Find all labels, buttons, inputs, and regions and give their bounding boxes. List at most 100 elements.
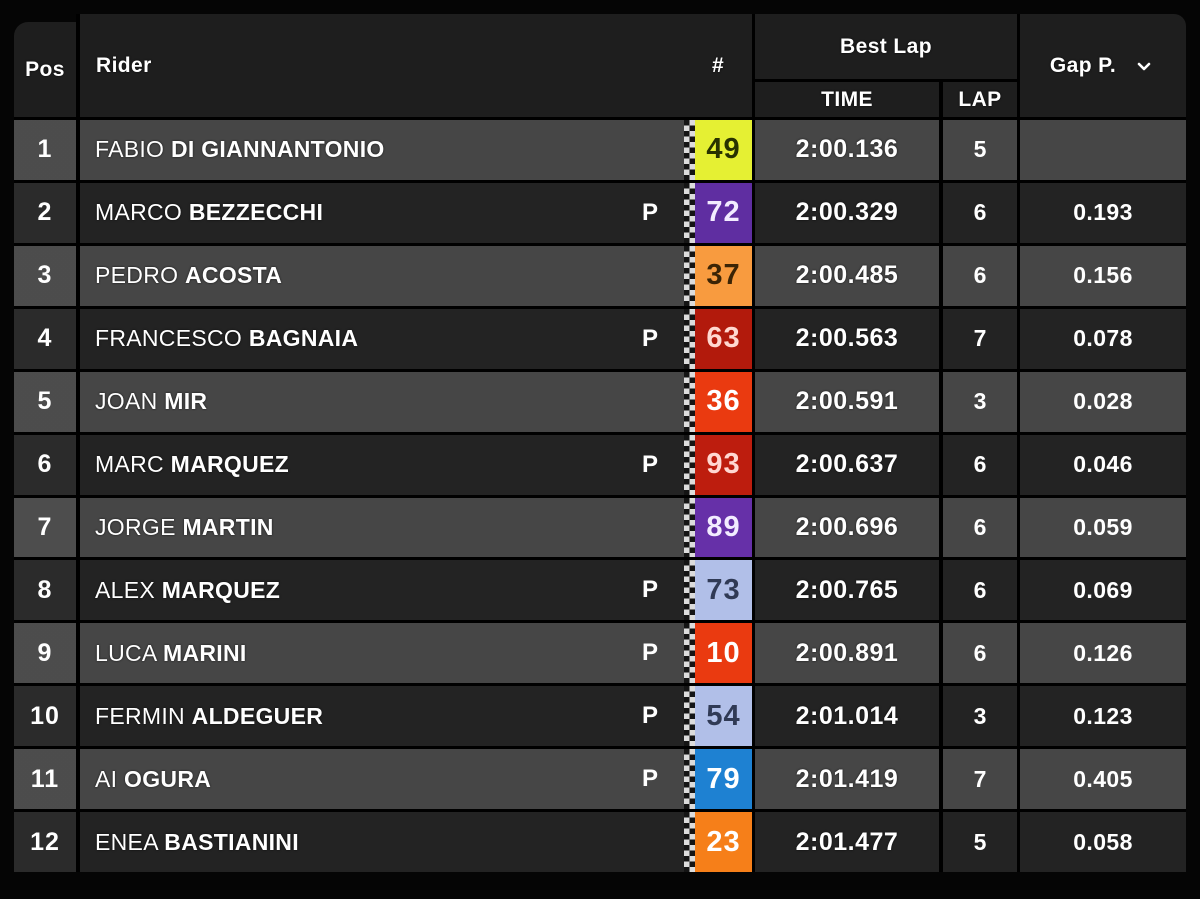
position-cell: 11 bbox=[14, 749, 80, 810]
gap-value: 0.069 bbox=[1073, 576, 1133, 603]
gap-value: 0.046 bbox=[1073, 451, 1133, 478]
pit-indicator: P bbox=[641, 702, 658, 730]
best-lap-lap-cell: 6 bbox=[939, 434, 1017, 495]
best-lap-lap: 5 bbox=[973, 828, 987, 855]
position-cell: 7 bbox=[14, 497, 80, 558]
table-row[interactable]: 7 JORGE MARTIN P 89 2:00.696 6 0.059 bbox=[14, 494, 1186, 558]
rider-name: MARCO BEZZECCHI bbox=[95, 199, 323, 226]
rider-number-label: 36 bbox=[706, 385, 741, 418]
best-lap-time-cell: 2:00.696 bbox=[752, 497, 939, 558]
col-header-number-label: # bbox=[711, 53, 725, 77]
rider-number-label: 79 bbox=[706, 762, 741, 795]
gap-value: 0.059 bbox=[1073, 513, 1133, 540]
best-lap-time: 2:00.563 bbox=[795, 324, 899, 353]
rider-number-box: 37 bbox=[695, 245, 752, 306]
rider-name: FERMIN ALDEGUER bbox=[95, 703, 323, 730]
col-header-number: # bbox=[684, 14, 752, 117]
best-lap-lap-cell: 7 bbox=[939, 308, 1017, 369]
position-label: 9 bbox=[37, 638, 53, 667]
gap-cell: 0.058 bbox=[1017, 812, 1186, 873]
col-header-time-label: TIME bbox=[821, 87, 873, 111]
table-row[interactable]: 11 AI OGURA P 79 2:01.419 7 0.405 bbox=[14, 746, 1186, 810]
best-lap-subheader: TIME LAP bbox=[755, 79, 1017, 117]
pit-indicator: P bbox=[641, 639, 658, 667]
rider-first-name: LUCA bbox=[95, 639, 157, 666]
best-lap-lap-cell: 6 bbox=[939, 245, 1017, 306]
position-cell: 5 bbox=[14, 371, 80, 432]
gap-cell: 0.069 bbox=[1017, 560, 1186, 621]
gap-cell: 0.078 bbox=[1017, 308, 1186, 369]
position-cell: 12 bbox=[14, 812, 80, 873]
table-row[interactable]: 5 JOAN MIR P 36 2:00.591 3 0.028 bbox=[14, 368, 1186, 432]
rider-number-label: 37 bbox=[706, 259, 741, 292]
table-row[interactable]: 6 MARC MARQUEZ P 93 2:00.637 6 0.046 bbox=[14, 431, 1186, 495]
rider-number-cell: 79 bbox=[684, 749, 752, 810]
best-lap-lap: 7 bbox=[973, 325, 987, 352]
best-lap-lap: 6 bbox=[973, 576, 987, 603]
best-lap-time: 2:01.419 bbox=[795, 764, 899, 793]
table-row[interactable]: 4 FRANCESCO BAGNAIA P 63 2:00.563 7 0.07… bbox=[14, 305, 1186, 369]
rider-number-box: 72 bbox=[695, 182, 752, 243]
checkered-strip bbox=[684, 308, 695, 369]
rider-number-cell: 89 bbox=[684, 497, 752, 558]
col-header-best-lap-label: Best Lap bbox=[840, 34, 932, 58]
best-lap-time-cell: 2:00.637 bbox=[752, 434, 939, 495]
rider-number-cell: 63 bbox=[684, 308, 752, 369]
checkered-strip bbox=[684, 245, 695, 306]
col-header-gap-sort[interactable]: Gap P. bbox=[1017, 14, 1186, 117]
rider-number-box: 89 bbox=[695, 497, 752, 558]
table-row[interactable]: 2 MARCO BEZZECCHI P 72 2:00.329 6 0.193 bbox=[14, 179, 1186, 243]
table-row[interactable]: 12 ENEA BASTIANINI P 23 2:01.477 5 0.058 bbox=[14, 809, 1186, 873]
best-lap-lap-cell: 6 bbox=[939, 560, 1017, 621]
gap-value: 0.126 bbox=[1073, 639, 1133, 666]
rider-number-box: 23 bbox=[695, 812, 752, 873]
rider-cell: JOAN MIR P bbox=[80, 371, 684, 432]
best-lap-lap-cell: 7 bbox=[939, 749, 1017, 810]
rider-number-label: 63 bbox=[706, 322, 741, 355]
gap-cell: 0.193 bbox=[1017, 182, 1186, 243]
rider-name: ALEX MARQUEZ bbox=[95, 577, 280, 604]
gap-cell: 0.059 bbox=[1017, 497, 1186, 558]
position-cell: 6 bbox=[14, 434, 80, 495]
table-row[interactable]: 10 FERMIN ALDEGUER P 54 2:01.014 3 0.123 bbox=[14, 683, 1186, 747]
best-lap-lap-cell: 5 bbox=[939, 120, 1017, 180]
position-label: 11 bbox=[30, 764, 60, 793]
rider-last-name: MARQUEZ bbox=[170, 451, 289, 478]
rider-cell: AI OGURA P bbox=[80, 749, 684, 810]
pit-indicator: P bbox=[641, 450, 658, 478]
table-row[interactable]: 8 ALEX MARQUEZ P 73 2:00.765 6 0.069 bbox=[14, 557, 1186, 621]
best-lap-lap-cell: 3 bbox=[939, 686, 1017, 747]
rider-number-cell: 93 bbox=[684, 434, 752, 495]
position-cell: 3 bbox=[14, 245, 80, 306]
position-label: 7 bbox=[37, 512, 53, 541]
rider-number-cell: 49 bbox=[684, 120, 752, 180]
table-header: Pos Rider # Best Lap TIME LAP Gap P. bbox=[14, 14, 1186, 117]
checkered-strip bbox=[684, 560, 695, 621]
rider-name: FABIO DI GIANNANTONIO bbox=[95, 136, 385, 163]
position-cell: 2 bbox=[14, 182, 80, 243]
best-lap-lap: 5 bbox=[973, 136, 987, 163]
rider-cell: ENEA BASTIANINI P bbox=[80, 812, 684, 873]
rider-name: ENEA BASTIANINI bbox=[95, 829, 299, 856]
col-header-lap-label: LAP bbox=[958, 87, 1002, 111]
timing-table: Pos Rider # Best Lap TIME LAP Gap P. bbox=[14, 14, 1186, 873]
best-lap-lap: 6 bbox=[973, 262, 987, 289]
table-row[interactable]: 3 PEDRO ACOSTA P 37 2:00.485 6 0.156 bbox=[14, 242, 1186, 306]
rider-last-name: BEZZECCHI bbox=[188, 199, 324, 226]
table-row[interactable]: 9 LUCA MARINI P 10 2:00.891 6 0.126 bbox=[14, 620, 1186, 684]
gap-value: 0.078 bbox=[1073, 325, 1133, 352]
rider-name: AI OGURA bbox=[95, 766, 211, 793]
gap-cell: 0.028 bbox=[1017, 371, 1186, 432]
position-label: 6 bbox=[37, 450, 53, 479]
best-lap-lap-cell: 6 bbox=[939, 623, 1017, 684]
table-row[interactable]: 1 FABIO DI GIANNANTONIO P 49 2:00.136 5 bbox=[14, 120, 1186, 180]
col-header-gap-label: Gap P. bbox=[1049, 53, 1117, 77]
best-lap-time: 2:00.485 bbox=[795, 261, 899, 290]
rider-name: PEDRO ACOSTA bbox=[95, 262, 282, 289]
rider-first-name: MARCO bbox=[95, 199, 183, 226]
rider-cell: FABIO DI GIANNANTONIO P bbox=[80, 120, 684, 180]
rider-name: FRANCESCO BAGNAIA bbox=[95, 325, 358, 352]
rider-number-cell: 37 bbox=[684, 245, 752, 306]
col-header-rider-label: Rider bbox=[96, 53, 152, 77]
position-cell: 1 bbox=[14, 120, 80, 180]
